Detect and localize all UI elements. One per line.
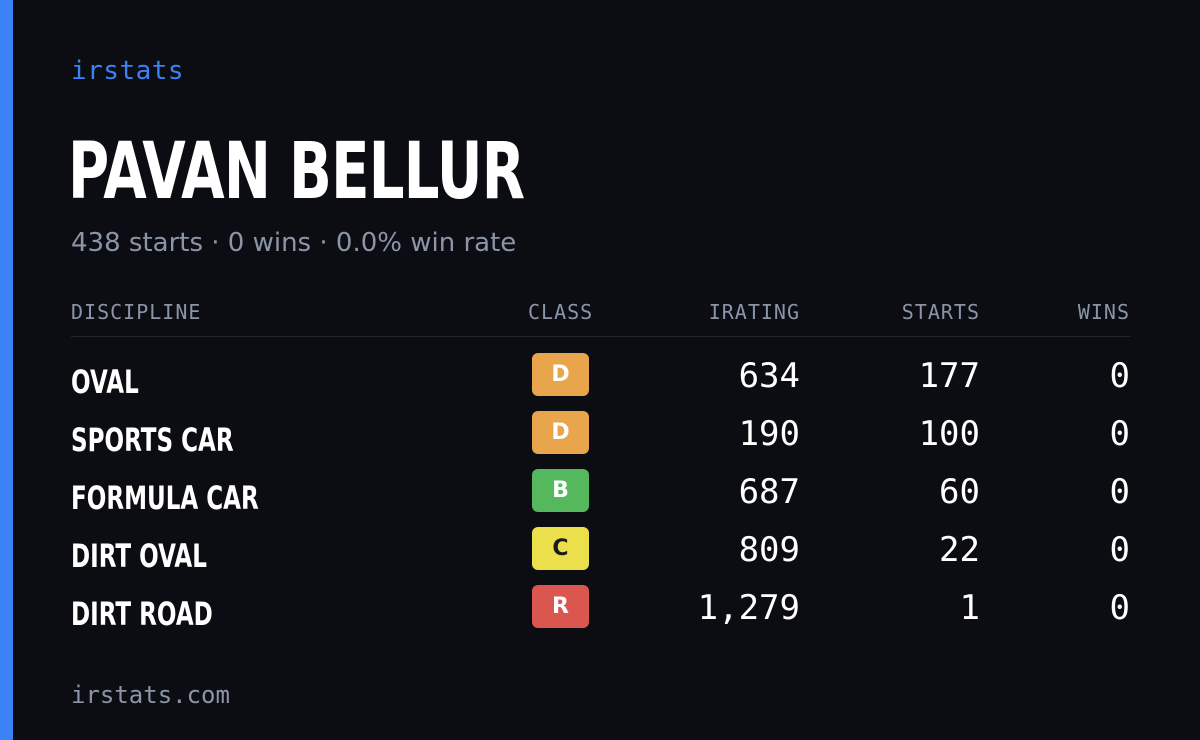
class-badge: D [532, 353, 589, 396]
starts-value: 22 [939, 530, 980, 570]
class-badge: C [532, 527, 589, 570]
driver-name: PAVAN BELLUR [68, 127, 525, 217]
brand-logo: irstats [71, 56, 185, 86]
stats-table: DISCIPLINE CLASS IRATING STARTS WINS OVA… [71, 298, 1131, 643]
discipline-name: OVAL [71, 363, 139, 401]
footer-url[interactable]: irstats.com [71, 681, 230, 709]
header-wins: WINS [1077, 300, 1130, 324]
irating-value: 1,279 [697, 588, 800, 628]
wins-value: 0 [1109, 472, 1130, 512]
class-badge: B [532, 469, 589, 512]
table-row: SPORTS CAR D 190 100 0 [71, 411, 1131, 469]
accent-bar [0, 0, 13, 740]
discipline-name: FORMULA CAR [71, 479, 259, 517]
header-class: CLASS [528, 300, 594, 324]
header-irating: IRATING [708, 300, 800, 324]
header-discipline: DISCIPLINE [71, 300, 202, 324]
discipline-name: DIRT ROAD [71, 595, 213, 633]
header-starts: STARTS [901, 300, 980, 324]
table-row: DIRT ROAD R 1,279 1 0 [71, 585, 1131, 643]
starts-value: 177 [918, 356, 980, 396]
wins-value: 0 [1109, 414, 1130, 454]
table-row: DIRT OVAL C 809 22 0 [71, 527, 1131, 585]
class-badge: R [532, 585, 589, 628]
table-body: OVAL D 634 177 0 SPORTS CAR D 190 100 0 … [71, 353, 1131, 643]
discipline-name: SPORTS CAR [71, 421, 234, 459]
wins-value: 0 [1109, 530, 1130, 570]
wins-value: 0 [1109, 356, 1130, 396]
table-row: FORMULA CAR B 687 60 0 [71, 469, 1131, 527]
class-badge: D [532, 411, 589, 454]
starts-value: 60 [939, 472, 980, 512]
discipline-name: DIRT OVAL [71, 537, 207, 575]
table-row: OVAL D 634 177 0 [71, 353, 1131, 411]
irating-value: 809 [738, 530, 800, 570]
driver-summary: 438 starts · 0 wins · 0.0% win rate [71, 228, 517, 258]
irating-value: 687 [738, 472, 800, 512]
irating-value: 634 [738, 356, 800, 396]
table-header: DISCIPLINE CLASS IRATING STARTS WINS [71, 298, 1131, 337]
starts-value: 100 [918, 414, 980, 454]
wins-value: 0 [1109, 588, 1130, 628]
irating-value: 190 [738, 414, 800, 454]
starts-value: 1 [959, 588, 980, 628]
